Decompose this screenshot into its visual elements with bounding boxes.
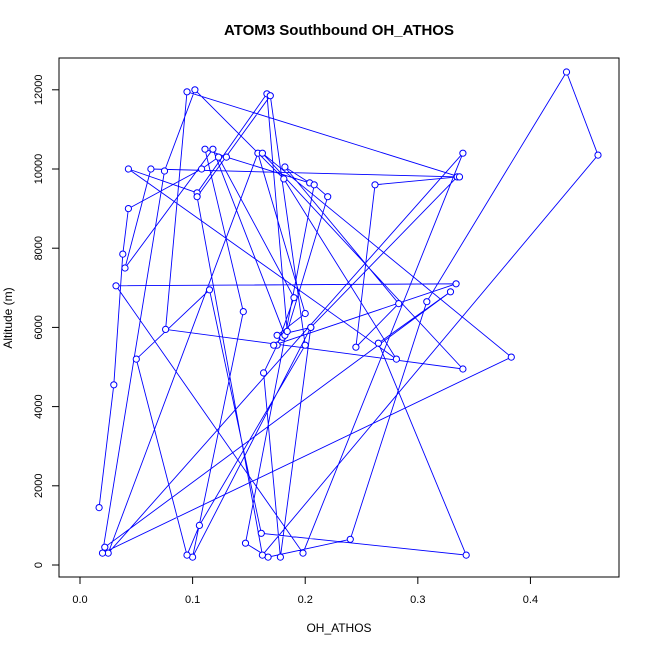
series-line [98, 70, 599, 558]
data-point [162, 325, 170, 333]
data-point [594, 151, 602, 159]
x-axis-label: OH_ATHOS [306, 621, 371, 635]
data-point [301, 341, 309, 349]
data-point [301, 309, 309, 318]
x-axis: 0.0 0.1 0.2 0.3 0.4 [72, 576, 538, 606]
data-point [507, 353, 515, 361]
data-point [258, 149, 266, 157]
data-point [191, 86, 199, 94]
y-tick-label: 2000 [33, 474, 45, 498]
data-point [462, 551, 470, 559]
y-axis-label: Altitude (m) [1, 287, 15, 348]
y-tick-label: 6000 [33, 315, 45, 339]
data-point [110, 381, 118, 389]
data-point [270, 341, 278, 349]
data-point [98, 549, 107, 557]
data-point [132, 355, 140, 363]
data-point [280, 175, 288, 183]
chart-title: ATOM3 Southbound OH_ATHOS [224, 22, 454, 39]
data-point [193, 193, 201, 201]
y-tick-label: 0 [33, 562, 45, 568]
data-point [290, 294, 298, 302]
data-point [201, 145, 209, 153]
data-point [452, 280, 460, 288]
data-point [222, 153, 230, 161]
data-point [257, 529, 265, 537]
data-point [455, 173, 464, 181]
data-point [459, 149, 467, 157]
data-point [147, 165, 155, 173]
y-axis: 0 2000 4000 6000 8000 10000 12000 [33, 75, 60, 568]
data-point [446, 288, 455, 296]
y-tick-label: 8000 [33, 236, 45, 260]
data-point [95, 504, 103, 512]
data-point [124, 205, 132, 213]
data-point [299, 549, 307, 557]
data-point [423, 298, 431, 306]
data-point [346, 535, 354, 543]
data-point [260, 369, 268, 377]
plot-frame [58, 57, 620, 578]
x-tick-label: 0.0 [72, 594, 87, 606]
data-point [258, 551, 266, 559]
x-tick-label: 0.2 [298, 594, 313, 606]
data-point [112, 282, 120, 290]
y-tick-label: 10000 [33, 154, 45, 185]
data-point [283, 327, 291, 335]
data-point [374, 339, 382, 347]
data-point [307, 323, 315, 331]
data-point [266, 92, 274, 100]
x-tick-label: 0.1 [185, 594, 200, 606]
data-point [119, 250, 127, 258]
data-point [392, 355, 400, 363]
series-layer [95, 68, 602, 561]
y-tick-label: 12000 [33, 75, 45, 106]
data-point [562, 68, 571, 76]
data-point [459, 365, 467, 373]
data-point [395, 300, 403, 308]
data-point [160, 167, 169, 175]
data-point [276, 553, 284, 561]
data-point [121, 264, 129, 272]
data-point [183, 88, 191, 96]
data-point [124, 165, 132, 173]
data-point [214, 153, 223, 161]
data-point [324, 193, 332, 201]
x-tick-label: 0.3 [410, 594, 425, 606]
data-point [241, 539, 250, 547]
data-point [352, 343, 360, 351]
data-point [198, 165, 206, 173]
data-point [209, 145, 217, 153]
data-point [281, 163, 289, 171]
data-point [371, 181, 379, 189]
data-point [205, 286, 214, 294]
data-point [310, 181, 318, 189]
data-point [239, 308, 247, 316]
x-tick-label: 0.4 [523, 594, 538, 606]
data-point [101, 543, 109, 551]
y-tick-label: 4000 [33, 394, 45, 418]
data-point [183, 551, 191, 559]
data-point [195, 521, 203, 530]
